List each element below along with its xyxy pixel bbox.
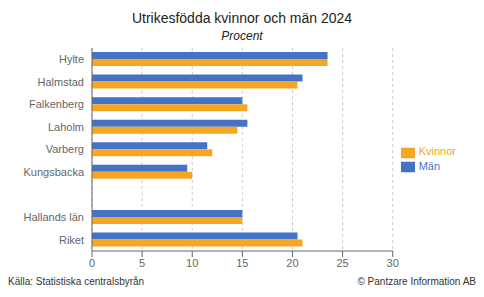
svg-text:Kungsbacka: Kungsbacka — [23, 166, 84, 178]
svg-text:Varberg: Varberg — [46, 143, 84, 155]
svg-text:Riket: Riket — [59, 234, 84, 246]
svg-text:15: 15 — [236, 257, 248, 269]
svg-text:Halmstad: Halmstad — [38, 76, 84, 88]
svg-text:20: 20 — [286, 257, 298, 269]
svg-text:Hylte: Hylte — [59, 53, 84, 65]
html-text:Kvinnor: Kvinnor — [418, 145, 456, 158]
svg-text:0: 0 — [89, 257, 95, 269]
svg-text:30: 30 — [387, 257, 399, 269]
svg-text:Hallands län: Hallands län — [23, 211, 84, 223]
html-text:Procent: Procent — [221, 29, 263, 43]
html-text:© Pantzare Information AB: © Pantzare Information AB — [357, 276, 476, 287]
html-text:Källa: Statistiska centralsbyr: Källa: Statistiska centralsbyrån — [8, 276, 145, 287]
svg-text:Falkenberg: Falkenberg — [29, 98, 84, 110]
html-text:Män: Män — [418, 159, 441, 172]
svg-text:10: 10 — [186, 257, 198, 269]
svg-text:25: 25 — [336, 257, 348, 269]
html-text:Utrikesfödda kvinnor och män 2: Utrikesfödda kvinnor och män 2024 — [131, 10, 353, 26]
svg-text:Laholm: Laholm — [48, 121, 84, 133]
svg-text:5: 5 — [139, 257, 145, 269]
